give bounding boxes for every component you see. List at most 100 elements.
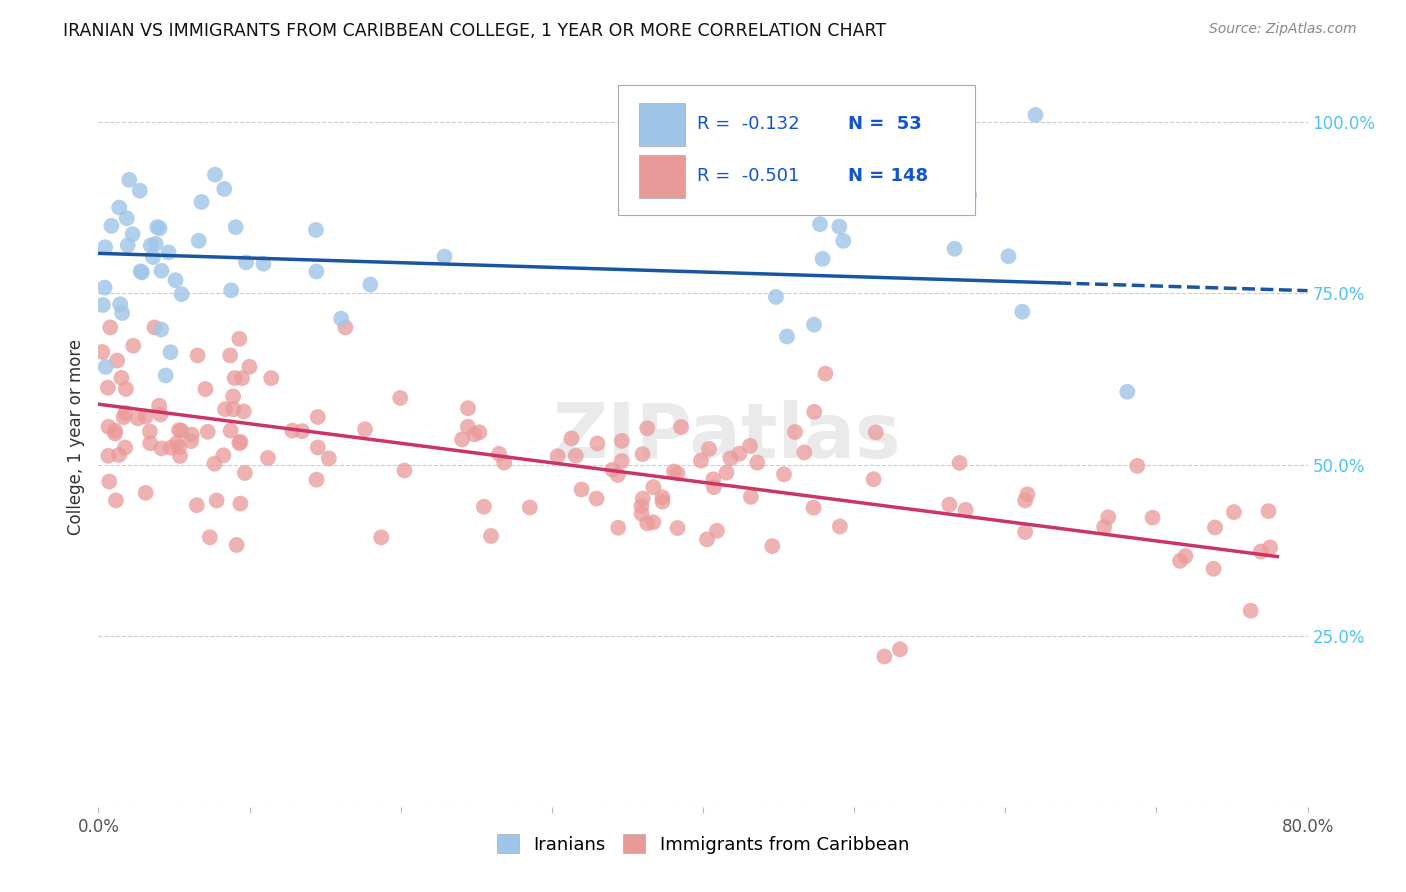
Point: [139, 425, 162, 439]
Point: [104, 426, 127, 441]
Point: [233, 466, 256, 480]
Point: [155, 368, 177, 383]
Point: [187, 234, 209, 248]
Point: [197, 425, 219, 439]
Point: [131, 265, 153, 279]
Point: [630, 507, 652, 521]
Point: [235, 255, 257, 269]
Point: [160, 441, 183, 455]
Point: [97, 449, 120, 463]
Point: [394, 463, 416, 477]
Point: [281, 424, 304, 438]
Point: [214, 402, 236, 417]
Point: [115, 211, 138, 226]
Point: [104, 493, 127, 508]
Point: [94, 240, 117, 254]
Point: [169, 440, 191, 454]
Point: [610, 454, 633, 468]
Point: [180, 434, 202, 449]
Point: [252, 257, 274, 271]
Point: [219, 348, 242, 362]
Point: [433, 250, 456, 264]
Point: [139, 436, 162, 450]
Point: [703, 480, 725, 494]
Point: [811, 252, 834, 266]
Point: [457, 401, 479, 416]
Point: [957, 187, 980, 202]
Point: [1223, 505, 1246, 519]
Point: [862, 472, 884, 486]
Point: [225, 220, 247, 235]
Point: [662, 465, 685, 479]
Text: Source: ZipAtlas.com: Source: ZipAtlas.com: [1209, 22, 1357, 37]
Point: [98, 475, 121, 489]
Point: [720, 451, 742, 466]
Point: [204, 168, 226, 182]
Point: [740, 490, 762, 504]
Point: [307, 410, 329, 425]
Point: [104, 424, 127, 438]
Point: [468, 425, 491, 440]
Point: [257, 450, 280, 465]
Point: [91, 298, 114, 312]
Point: [696, 533, 718, 547]
Point: [706, 524, 728, 538]
Point: [305, 223, 328, 237]
Point: [728, 447, 751, 461]
Point: [229, 434, 252, 449]
Point: [472, 500, 495, 514]
Point: [291, 424, 314, 438]
Point: [198, 530, 221, 544]
Point: [631, 491, 654, 506]
Point: [716, 466, 738, 480]
Point: [1204, 520, 1226, 534]
Point: [1097, 510, 1119, 524]
Point: [636, 516, 658, 531]
Point: [1168, 554, 1191, 568]
Point: [1202, 562, 1225, 576]
Point: [1258, 541, 1281, 555]
Point: [114, 406, 136, 420]
Point: [464, 427, 486, 442]
Point: [586, 436, 609, 450]
Point: [97, 381, 120, 395]
Point: [1014, 493, 1036, 508]
Point: [94, 359, 117, 374]
Point: [1126, 458, 1149, 473]
Point: [204, 457, 226, 471]
Point: [702, 472, 724, 486]
Point: [187, 348, 209, 362]
Point: [631, 447, 654, 461]
Point: [565, 449, 588, 463]
Point: [359, 277, 381, 292]
Point: [180, 427, 202, 442]
Point: [170, 424, 193, 438]
Point: [651, 490, 673, 504]
Point: [121, 227, 143, 242]
Point: [330, 311, 353, 326]
Point: [108, 201, 131, 215]
Point: [159, 345, 181, 359]
Point: [150, 263, 173, 277]
Point: [260, 371, 283, 385]
Point: [873, 649, 896, 664]
Point: [127, 411, 149, 425]
Point: [135, 409, 157, 424]
Point: [143, 320, 166, 334]
Point: [214, 182, 236, 196]
Bar: [638, 155, 685, 198]
Point: [149, 408, 172, 422]
Text: N = 148: N = 148: [848, 167, 928, 185]
Point: [1257, 504, 1279, 518]
Point: [232, 404, 254, 418]
Point: [305, 264, 328, 278]
Text: N =  53: N = 53: [848, 115, 922, 133]
Point: [669, 420, 692, 434]
Point: [1017, 487, 1039, 501]
Point: [222, 389, 245, 403]
Point: [105, 353, 128, 368]
Point: [389, 391, 412, 405]
Point: [167, 423, 190, 437]
Point: [114, 441, 136, 455]
Point: [630, 499, 652, 513]
